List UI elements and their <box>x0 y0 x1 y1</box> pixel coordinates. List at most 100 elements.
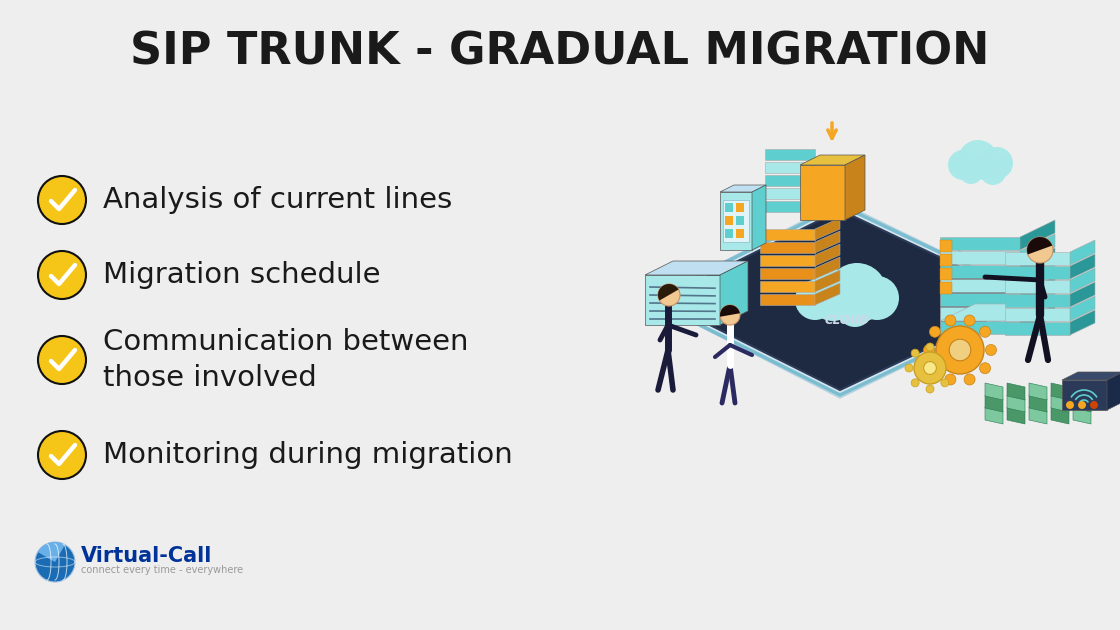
Polygon shape <box>1029 407 1047 424</box>
Polygon shape <box>725 203 732 212</box>
Polygon shape <box>940 304 1055 321</box>
Circle shape <box>1027 237 1053 263</box>
Circle shape <box>964 315 976 326</box>
Polygon shape <box>1020 290 1055 320</box>
Polygon shape <box>1070 296 1095 321</box>
Circle shape <box>981 147 1012 179</box>
Polygon shape <box>940 265 1020 278</box>
Polygon shape <box>815 244 840 266</box>
Polygon shape <box>724 200 749 242</box>
Polygon shape <box>1007 407 1025 424</box>
Circle shape <box>659 284 680 306</box>
Circle shape <box>980 363 990 374</box>
Circle shape <box>930 326 941 337</box>
Polygon shape <box>940 237 1020 250</box>
Circle shape <box>958 140 998 180</box>
Polygon shape <box>1007 383 1025 400</box>
Circle shape <box>1066 401 1074 409</box>
Polygon shape <box>725 229 732 238</box>
Circle shape <box>837 291 872 327</box>
Polygon shape <box>984 383 1004 400</box>
Polygon shape <box>815 218 840 240</box>
Circle shape <box>35 542 75 582</box>
Polygon shape <box>1051 395 1068 412</box>
Circle shape <box>1077 401 1086 409</box>
Circle shape <box>926 343 934 351</box>
Text: Migration schedule: Migration schedule <box>103 261 381 289</box>
Polygon shape <box>1007 395 1025 412</box>
Polygon shape <box>1070 310 1095 335</box>
Polygon shape <box>1020 248 1055 278</box>
Circle shape <box>959 160 983 184</box>
Polygon shape <box>800 165 844 220</box>
Polygon shape <box>940 251 1020 264</box>
Polygon shape <box>720 192 752 250</box>
Polygon shape <box>1070 282 1095 307</box>
Text: Communication between
those involved: Communication between those involved <box>103 328 468 392</box>
Polygon shape <box>1020 234 1055 264</box>
Polygon shape <box>760 255 815 266</box>
Circle shape <box>1090 401 1098 409</box>
Text: SIP TRUNK - GRADUAL MIGRATION: SIP TRUNK - GRADUAL MIGRATION <box>130 30 990 74</box>
Polygon shape <box>760 294 815 305</box>
Circle shape <box>808 269 859 321</box>
Polygon shape <box>660 210 1030 390</box>
Polygon shape <box>1020 276 1055 306</box>
Polygon shape <box>765 175 815 186</box>
Polygon shape <box>800 155 865 165</box>
Polygon shape <box>940 279 1020 292</box>
Polygon shape <box>940 240 952 252</box>
Polygon shape <box>815 231 840 253</box>
Text: Virtual-Call: Virtual-Call <box>81 546 213 566</box>
Polygon shape <box>940 293 1020 306</box>
Polygon shape <box>940 307 1020 320</box>
Text: Analysis of current lines: Analysis of current lines <box>103 186 452 214</box>
Polygon shape <box>950 157 1011 172</box>
Polygon shape <box>736 203 744 212</box>
Polygon shape <box>765 201 815 212</box>
Polygon shape <box>1073 407 1091 424</box>
Polygon shape <box>815 283 840 305</box>
Polygon shape <box>1073 383 1091 400</box>
Text: connect every time - everywhere: connect every time - everywhere <box>81 565 243 575</box>
Circle shape <box>936 326 984 374</box>
Circle shape <box>38 251 86 299</box>
Polygon shape <box>1005 322 1070 335</box>
Circle shape <box>926 385 934 393</box>
Polygon shape <box>736 216 744 225</box>
Polygon shape <box>1005 294 1070 307</box>
Polygon shape <box>1062 380 1107 410</box>
Circle shape <box>986 345 997 355</box>
Polygon shape <box>760 229 815 240</box>
Polygon shape <box>720 261 748 325</box>
Polygon shape <box>940 254 952 266</box>
Polygon shape <box>1005 308 1070 321</box>
Circle shape <box>912 349 920 357</box>
Wedge shape <box>38 542 65 562</box>
Polygon shape <box>1107 372 1120 410</box>
Circle shape <box>38 336 86 384</box>
Circle shape <box>924 362 936 374</box>
Polygon shape <box>1005 280 1070 293</box>
Polygon shape <box>1020 262 1055 292</box>
Circle shape <box>38 431 86 479</box>
Polygon shape <box>645 275 720 325</box>
Circle shape <box>945 315 956 326</box>
Circle shape <box>980 326 990 337</box>
Polygon shape <box>984 407 1004 424</box>
Polygon shape <box>1070 240 1095 265</box>
Polygon shape <box>1005 252 1070 265</box>
Polygon shape <box>1073 395 1091 412</box>
Circle shape <box>945 374 956 385</box>
Polygon shape <box>760 281 815 292</box>
Circle shape <box>948 364 955 372</box>
Circle shape <box>941 379 949 387</box>
Circle shape <box>827 263 887 323</box>
Polygon shape <box>648 202 1042 398</box>
Circle shape <box>795 280 836 320</box>
Polygon shape <box>760 268 815 279</box>
Circle shape <box>980 159 1006 185</box>
Wedge shape <box>1027 237 1052 255</box>
Polygon shape <box>844 155 865 220</box>
Polygon shape <box>645 261 748 275</box>
